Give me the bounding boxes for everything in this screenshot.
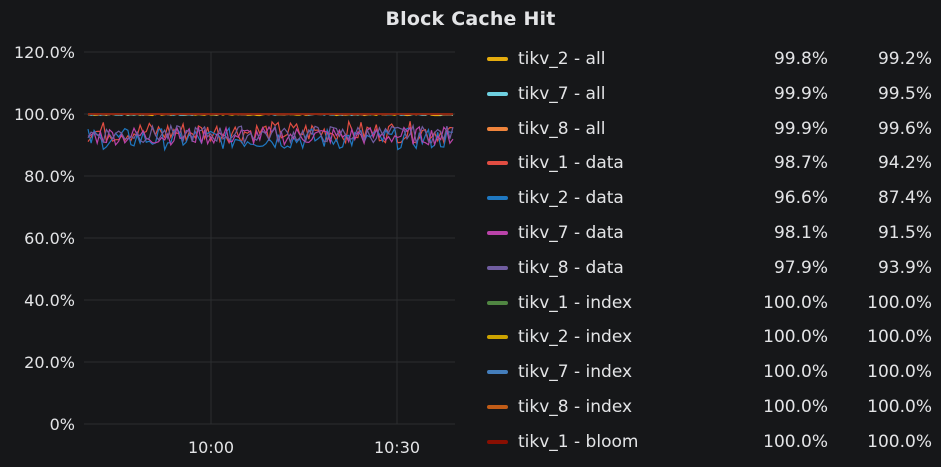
- legend-swatch: [487, 91, 508, 96]
- legend-value-2: 100.0%: [867, 362, 932, 383]
- series-line[interactable]: [87, 125, 454, 147]
- legend-value-2: 91.5%: [877, 223, 932, 243]
- legend-value-2: 100.0%: [867, 431, 932, 452]
- legend-value-1: 99.9%: [773, 118, 828, 139]
- y-tick-label: 20.0%: [24, 353, 75, 372]
- y-tick-label: 0%: [50, 415, 75, 434]
- x-tick-label: 10:00: [188, 438, 234, 457]
- legend-item[interactable]: tikv_2 - data 96.6% 87.4%: [484, 185, 934, 211]
- legend-series-name[interactable]: tikv_1 - index: [518, 292, 633, 313]
- x-axis: 10:00 10:30: [188, 438, 420, 457]
- legend-value-1: 99.8%: [773, 49, 828, 69]
- legend-value-1: 97.9%: [773, 257, 828, 278]
- legend-item[interactable]: tikv_8 - all 99.9% 99.6%: [484, 116, 934, 142]
- grid-lines: [84, 51, 455, 425]
- legend-value-1: 98.7%: [773, 153, 828, 174]
- legend-value-1: 100.0%: [763, 362, 828, 383]
- legend-item[interactable]: tikv_8 - data 97.9% 93.9%: [484, 255, 934, 281]
- legend-value-2: 99.5%: [877, 83, 932, 104]
- y-tick-label: 80.0%: [24, 167, 75, 186]
- legend-value-2: 99.2%: [877, 49, 932, 69]
- series-line[interactable]: [87, 119, 454, 145]
- legend-value-1: 100.0%: [763, 397, 828, 417]
- legend-series-name[interactable]: tikv_1 - data: [518, 153, 624, 174]
- series-line[interactable]: [87, 126, 454, 152]
- legend-swatch: [487, 126, 508, 131]
- y-axis: 120.0% 100.0% 80.0% 60.0% 40.0% 20.0% 0%: [14, 43, 75, 434]
- legend-series-name[interactable]: tikv_7 - all: [518, 83, 606, 104]
- legend-item[interactable]: tikv_7 - index 100.0% 100.0%: [484, 359, 934, 385]
- legend-item[interactable]: tikv_7 - all 99.9% 99.5%: [484, 81, 934, 107]
- legend-value-2: 100.0%: [867, 292, 932, 313]
- legend-value-1: 100.0%: [763, 431, 828, 452]
- y-tick-label: 40.0%: [24, 291, 75, 310]
- legend-series-name[interactable]: tikv_2 - data: [518, 188, 624, 209]
- legend-item[interactable]: tikv_8 - index 100.0% 100.0%: [484, 394, 934, 420]
- legend-value-1: 98.1%: [773, 223, 828, 243]
- legend-series-name[interactable]: tikv_7 - data: [518, 223, 624, 243]
- legend-swatch: [487, 196, 508, 201]
- panel-title[interactable]: Block Cache Hit: [385, 8, 556, 30]
- y-tick-label: 120.0%: [14, 43, 75, 62]
- series-line[interactable]: [87, 123, 454, 145]
- legend-series-name[interactable]: tikv_1 - bloom: [518, 431, 639, 452]
- legend-item[interactable]: tikv_1 - bloom 100.0% 100.0%: [484, 429, 934, 455]
- legend-item[interactable]: tikv_2 - index 100.0% 100.0%: [484, 324, 934, 350]
- legend-swatch: [487, 57, 508, 61]
- legend-series-name[interactable]: tikv_2 - index: [518, 327, 633, 348]
- legend-item[interactable]: tikv_2 - all 99.8% 99.2%: [484, 46, 934, 72]
- legend-series-name[interactable]: tikv_8 - all: [518, 118, 606, 139]
- legend-swatch: [487, 300, 508, 305]
- series-lines: [87, 113, 454, 152]
- legend-item[interactable]: tikv_7 - data 98.1% 91.5%: [484, 220, 934, 246]
- legend-value-1: 99.9%: [773, 83, 828, 104]
- legend-swatch: [487, 161, 508, 166]
- legend-value-2: 100.0%: [867, 327, 932, 348]
- legend-value-2: 93.9%: [877, 257, 932, 278]
- legend-swatch: [487, 405, 508, 409]
- x-tick-label: 10:30: [374, 438, 420, 457]
- legend-swatch: [487, 439, 508, 444]
- legend-swatch: [487, 335, 508, 340]
- legend-value-2: 94.2%: [877, 153, 932, 174]
- legend-swatch: [487, 265, 508, 270]
- legend-value-2: 99.6%: [877, 118, 932, 139]
- legend-value-1: 96.6%: [773, 188, 828, 209]
- legend-series-name[interactable]: tikv_7 - index: [518, 362, 633, 383]
- legend-series-name[interactable]: tikv_2 - all: [518, 49, 606, 69]
- legend-item[interactable]: tikv_1 - data 98.7% 94.2%: [484, 150, 934, 176]
- legend-value-2: 100.0%: [867, 397, 932, 417]
- legend-swatch: [487, 231, 508, 235]
- legend-value-2: 87.4%: [877, 188, 932, 209]
- legend-value-1: 100.0%: [763, 292, 828, 313]
- legend-item[interactable]: tikv_1 - index 100.0% 100.0%: [484, 290, 934, 316]
- legend-swatch: [487, 370, 508, 375]
- legend-series-name[interactable]: tikv_8 - data: [518, 257, 624, 278]
- y-tick-label: 60.0%: [24, 229, 75, 248]
- legend-value-1: 100.0%: [763, 327, 828, 348]
- y-tick-label: 100.0%: [14, 105, 75, 124]
- legend-series-name[interactable]: tikv_8 - index: [518, 397, 633, 417]
